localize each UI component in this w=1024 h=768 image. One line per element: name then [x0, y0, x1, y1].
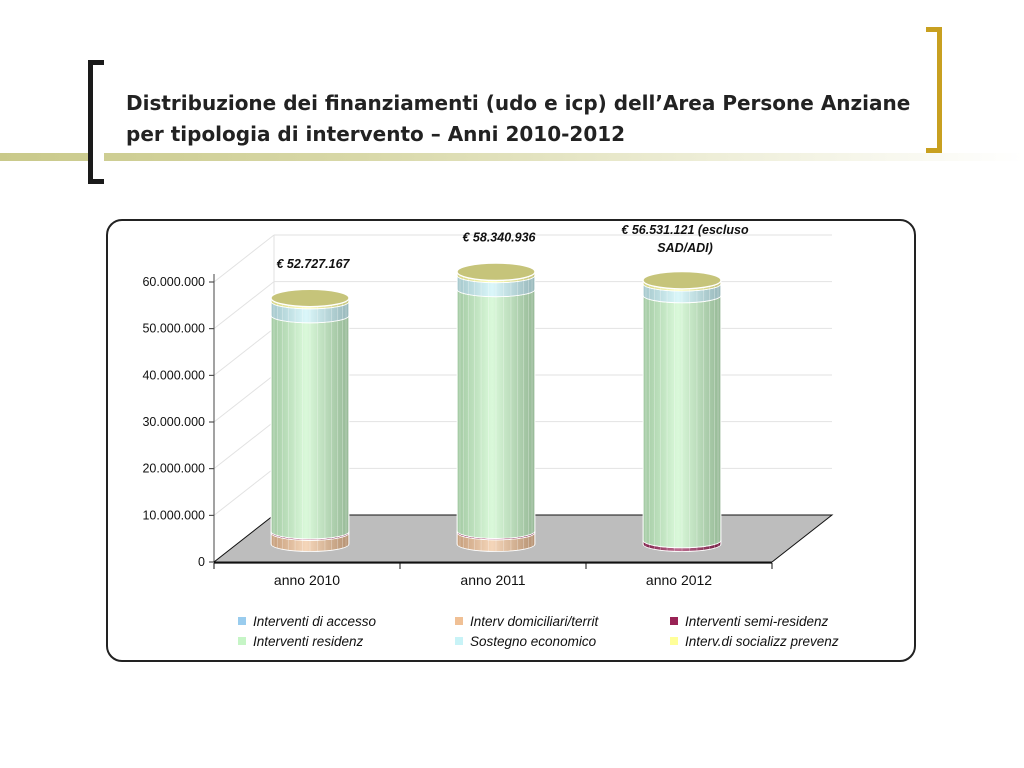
- cylinder-top: [270, 288, 350, 308]
- x-category-label: anno 2010: [274, 572, 340, 588]
- slide-title-line-1: Distribuzione dei finanziamenti (udo e i…: [126, 91, 911, 115]
- legend-label: Interventi semi-residenz: [685, 614, 829, 629]
- legend-label: Interventi di accesso: [253, 614, 377, 629]
- total-value-label: SAD/ADI): [657, 241, 713, 255]
- gridline-side: [213, 374, 275, 423]
- y-tick-label: 10.000.000: [142, 508, 205, 522]
- cylinder-3: [642, 270, 722, 552]
- y-tick-label: 50.000.000: [142, 322, 205, 336]
- legend-label: Sostegno economico: [470, 634, 597, 649]
- gridline-side: [213, 467, 275, 516]
- total-value-label: € 52.727.167: [277, 257, 351, 271]
- legend-label: Interventi residenz: [253, 634, 364, 649]
- legend-swatch: [238, 617, 246, 625]
- total-value-label: € 56.531.121 (escluso: [621, 223, 749, 237]
- cylinder-1: [270, 288, 350, 552]
- decorative-line: [0, 153, 1024, 161]
- legend-swatch: [238, 637, 246, 645]
- cylinder-top: [456, 262, 536, 282]
- left-bracket-decoration: [88, 60, 104, 184]
- legend-swatch: [670, 617, 678, 625]
- y-tick-label: 30.000.000: [142, 415, 205, 429]
- slide-title: Distribuzione dei finanziamenti (udo e i…: [126, 88, 916, 150]
- legend-swatch: [455, 637, 463, 645]
- legend-swatch: [670, 637, 678, 645]
- cylinder-2: [456, 262, 536, 552]
- x-category-label: anno 2012: [646, 572, 712, 588]
- gridline-side: [213, 281, 275, 330]
- y-tick-label: 0: [198, 555, 205, 569]
- y-tick-label: 40.000.000: [142, 368, 205, 382]
- y-tick-label: 60.000.000: [142, 275, 205, 289]
- gridline-side: [213, 421, 275, 470]
- legend-swatch: [455, 617, 463, 625]
- right-bracket-decoration: [926, 27, 942, 153]
- legend-label: Interv.di socializz prevenz: [685, 634, 839, 649]
- cylinder-top: [642, 270, 722, 290]
- x-category-label: anno 2011: [460, 572, 525, 588]
- total-value-label: € 58.340.936: [463, 231, 537, 245]
- legend-label: Interv domiciliari/territ: [470, 614, 600, 629]
- slide-title-line-2: per tipologia di intervento – Anni 2010-…: [126, 122, 626, 146]
- gridline-side: [213, 327, 275, 376]
- y-tick-label: 20.000.000: [142, 462, 205, 476]
- gridline-side: [213, 234, 275, 283]
